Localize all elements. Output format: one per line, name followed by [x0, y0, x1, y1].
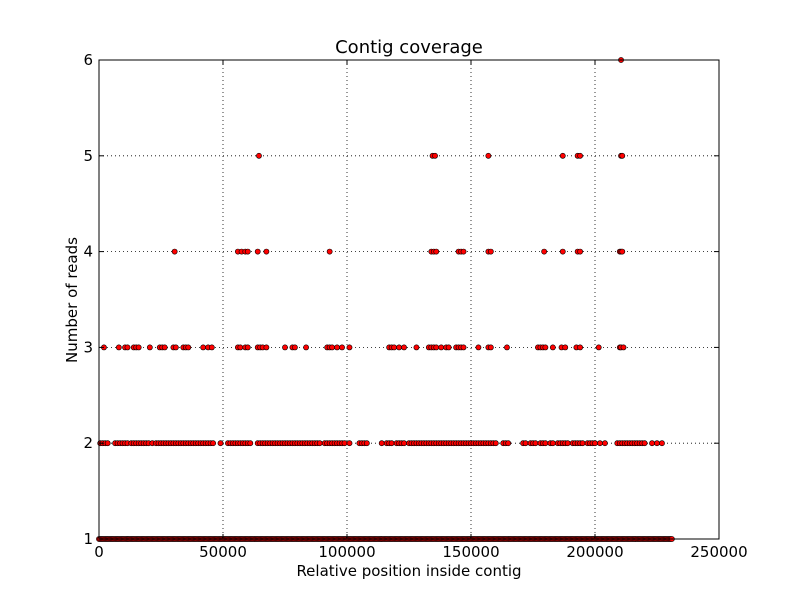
- data-point: [564, 440, 571, 447]
- y-axis-label: Number of reads: [63, 237, 81, 363]
- data-point: [619, 152, 626, 159]
- plot-area: [99, 60, 719, 539]
- data-point: [124, 344, 131, 351]
- data-point: [244, 344, 251, 351]
- data-point: [592, 440, 598, 447]
- y-tick-label: 2: [83, 434, 93, 452]
- data-point: [346, 344, 353, 351]
- data-point: [244, 248, 251, 255]
- data-point: [341, 440, 348, 447]
- data-point: [161, 344, 168, 351]
- y-tick-label: 6: [83, 51, 93, 69]
- data-point: [171, 248, 178, 255]
- y-tick-label: 1: [83, 530, 93, 548]
- data-point: [654, 440, 660, 447]
- x-tick-label: 150000: [442, 543, 499, 561]
- y-tick-label: 3: [83, 338, 93, 356]
- data-point: [217, 440, 224, 447]
- data-point: [346, 440, 353, 447]
- data-point: [597, 440, 603, 447]
- chart-title: Contig coverage: [335, 37, 483, 58]
- data-point: [282, 344, 288, 351]
- data-point: [659, 440, 665, 447]
- data-point: [303, 344, 309, 351]
- data-point: [433, 248, 440, 255]
- x-tick-label: 250000: [690, 543, 747, 561]
- axis-ticks: 0 50000 100000 150000 200000 250000 1 2 3 4 5 6: [83, 51, 747, 561]
- data-point: [485, 152, 492, 159]
- data-point: [487, 248, 494, 255]
- data-point: [334, 344, 340, 351]
- x-tick-label: 200000: [566, 543, 623, 561]
- data-point: [247, 440, 254, 447]
- data-point: [460, 344, 467, 351]
- data-point: [475, 344, 482, 351]
- data-point: [329, 344, 336, 351]
- data-point: [292, 344, 298, 351]
- data-point: [579, 440, 586, 447]
- data-point: [549, 440, 556, 447]
- data-point: [363, 440, 370, 447]
- data-point: [256, 152, 262, 159]
- data-point: [620, 344, 627, 351]
- data-point: [104, 440, 111, 447]
- data-point: [602, 440, 608, 447]
- data-point: [396, 344, 402, 351]
- data-point: [401, 440, 407, 447]
- data-point: [559, 248, 566, 255]
- data-point: [263, 248, 270, 255]
- data-point: [391, 344, 398, 351]
- x-tick-label: 50000: [199, 543, 247, 561]
- data-point: [532, 440, 539, 447]
- data-point: [577, 344, 584, 351]
- data-point: [549, 344, 556, 351]
- data-point: [542, 344, 549, 351]
- data-point: [562, 344, 569, 351]
- data-point: [438, 344, 445, 351]
- data-point: [445, 344, 452, 351]
- data-point: [326, 248, 333, 255]
- data-point: [541, 248, 548, 255]
- data-point: [401, 344, 407, 351]
- data-point: [487, 344, 494, 351]
- plot-frame: [98, 59, 720, 540]
- data-point: [619, 248, 626, 255]
- y-tick-label: 5: [83, 147, 93, 165]
- data-point: [559, 152, 566, 159]
- data-point: [237, 344, 244, 351]
- data-point: [263, 344, 270, 351]
- data-point: [254, 248, 261, 255]
- y-tick-label: 4: [83, 243, 93, 261]
- data-point: [339, 344, 345, 351]
- data-point: [210, 440, 216, 447]
- data-point: [492, 440, 499, 447]
- data-point: [200, 344, 207, 351]
- data-point: [542, 440, 549, 447]
- data-point: [505, 440, 512, 447]
- data-point: [388, 440, 395, 447]
- data-point: [460, 248, 467, 255]
- x-tick-label: 100000: [318, 543, 375, 561]
- data-point: [577, 248, 584, 255]
- data-point: [432, 152, 438, 159]
- data-point: [378, 440, 385, 447]
- data-point: [504, 344, 510, 351]
- data-point: [115, 344, 122, 351]
- data-point: [522, 440, 529, 447]
- data-point: [135, 344, 142, 351]
- x-axis-label: Relative position inside contig: [296, 562, 521, 580]
- data-point: [641, 440, 648, 447]
- data-point: [172, 344, 179, 351]
- data-point: [146, 344, 153, 351]
- data-point: [595, 344, 602, 351]
- data-point: [316, 440, 323, 447]
- data-point: [577, 152, 584, 159]
- data-point: [433, 344, 440, 351]
- data-point: [185, 344, 192, 351]
- x-tick-label: 0: [94, 543, 104, 561]
- data-point: [413, 344, 420, 351]
- data-point: [649, 440, 655, 447]
- data-point: [208, 344, 215, 351]
